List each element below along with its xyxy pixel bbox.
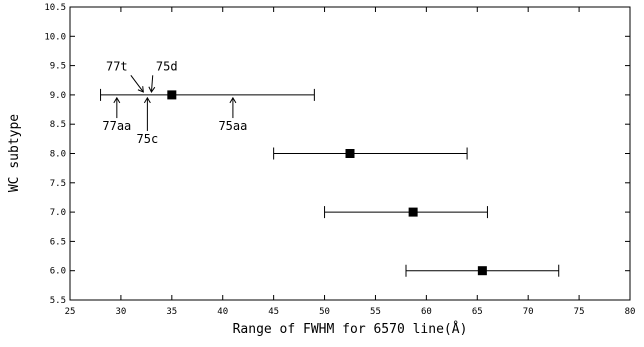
- x-axis-title: Range of FWHM for 6570 line(Å): [233, 321, 468, 337]
- x-tick-label: 55: [370, 307, 381, 317]
- annotation-label: 75d: [156, 59, 178, 73]
- y-tick-label: 5.5: [50, 296, 66, 306]
- y-tick-label: 7.5: [50, 179, 66, 189]
- annotation-arrowhead: [113, 96, 121, 104]
- y-tick-label: 7.0: [50, 208, 66, 218]
- data-point: [167, 90, 177, 100]
- annotation-arrowhead: [143, 96, 151, 104]
- annotation-arrow: [150, 75, 154, 93]
- y-tick-label: 10.0: [44, 32, 66, 42]
- y-tick-label: 10.5: [44, 3, 66, 13]
- y-tick-label: 8.5: [50, 120, 66, 130]
- x-tick-label: 50: [319, 307, 330, 317]
- x-tick-label: 25: [65, 307, 76, 317]
- y-tick-label: 6.0: [50, 267, 66, 277]
- annotation-label: 77aa: [102, 119, 131, 133]
- annotation-label: 75aa: [218, 119, 247, 133]
- data-point: [408, 207, 418, 217]
- annotation-arrowhead: [148, 86, 156, 93]
- x-tick-label: 45: [268, 307, 279, 317]
- data-point: [345, 149, 355, 158]
- x-tick-label: 65: [472, 307, 483, 317]
- annotation-arrowhead: [137, 86, 144, 93]
- y-tick-label: 9.5: [50, 62, 66, 72]
- annotation-label: 77t: [106, 59, 128, 73]
- annotation-arrow: [130, 74, 144, 93]
- y-tick-label: 9.0: [50, 91, 66, 101]
- x-tick-label: 40: [217, 307, 228, 317]
- y-tick-label: 6.5: [50, 237, 66, 247]
- y-axis-title: WC subtype: [7, 114, 22, 192]
- annotation-arrowhead: [229, 96, 237, 104]
- y-tick-label: 8.0: [50, 150, 66, 160]
- x-tick-label: 60: [421, 307, 432, 317]
- x-tick-label: 30: [115, 307, 126, 317]
- data-point: [477, 266, 487, 276]
- annotation-label: 75c: [137, 132, 159, 146]
- x-tick-label: 80: [625, 307, 636, 317]
- x-tick-label: 35: [166, 307, 177, 317]
- x-tick-label: 75: [574, 307, 585, 317]
- x-tick-label: 70: [523, 307, 534, 317]
